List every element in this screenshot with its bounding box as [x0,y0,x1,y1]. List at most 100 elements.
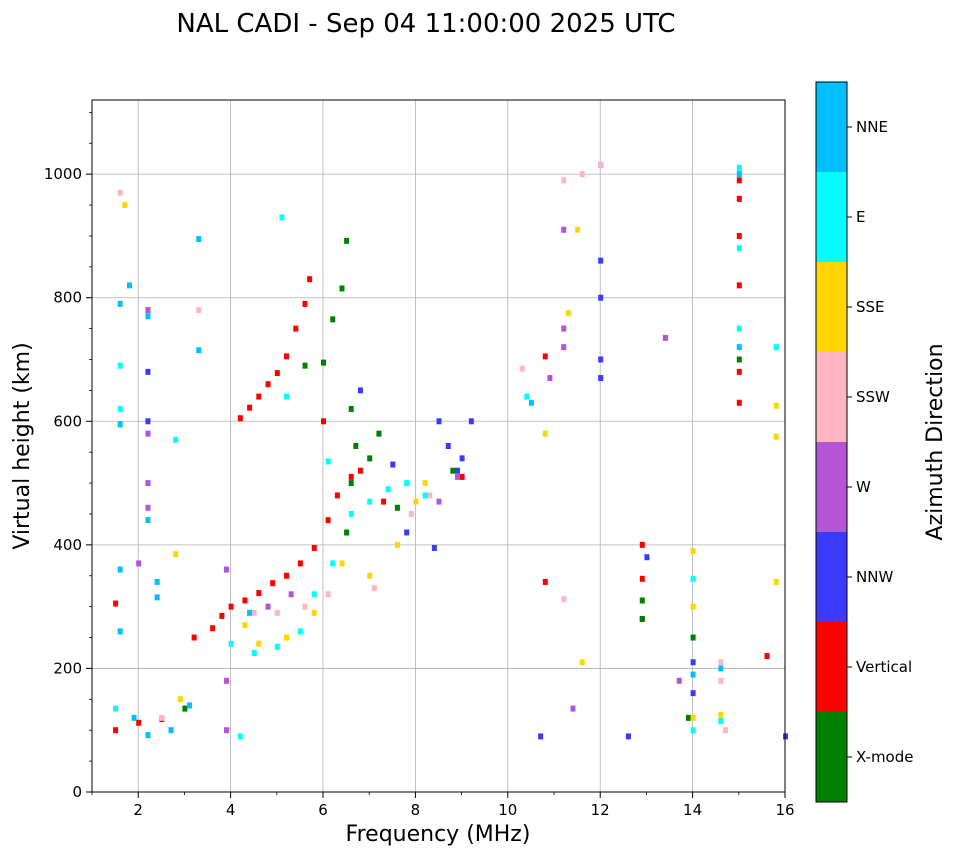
echo-point-nnw [357,387,363,394]
grid-lines [92,100,786,793]
echo-point-sse [256,640,262,647]
colorbar-swatch-sse [816,262,847,352]
echo-point-nne [131,714,137,721]
echo-point-vertical [191,634,197,641]
echo-point-e [773,344,779,351]
echo-point-e [173,436,179,443]
colorbar-swatch-nnw [816,532,847,622]
x-tick-label: 16 [775,801,794,819]
colorbar-swatch-e [816,172,847,262]
echo-point-x-mode [339,285,345,292]
echo-point-e [524,393,530,400]
x-tick-label: 12 [591,801,610,819]
echo-point-w [561,344,567,351]
echo-point-sse [242,622,248,629]
echo-point-vertical [321,418,326,425]
echo-point-vertical [256,590,262,597]
echo-point-vertical [736,368,742,375]
echo-point-nne [154,578,160,585]
echo-point-w [145,504,151,511]
echo-point-nnw [598,294,604,301]
echo-point-w [570,705,576,712]
echo-point-vertical [242,597,248,604]
echo-point-sse [565,310,571,317]
colorbar-tick-label: W [856,478,871,496]
echo-point-ssw [117,189,123,196]
echo-point-x-mode [736,356,742,363]
echo-point-w [145,480,151,487]
echo-point-vertical [270,580,276,587]
echo-point-sse [394,541,400,548]
x-tick-label: 4 [226,801,236,819]
echo-point-sse [339,560,345,567]
echo-point-w [288,591,294,598]
echo-point-sse [718,711,724,718]
echo-point-e [284,393,290,400]
echo-point-e [367,498,373,505]
echo-point-x-mode [330,316,336,323]
colorbar-frame [815,81,848,803]
x-tick-label: 8 [411,801,421,819]
echo-point-nnw [459,455,465,462]
echo-point-x-mode [639,616,645,622]
echo-point-ssw [598,161,604,168]
echo-point-x-mode [690,634,696,641]
echo-point-nne [145,732,151,739]
echo-point-sse [773,402,779,409]
echo-point-sse [579,659,585,666]
echo-point-sse [542,430,548,437]
echo-point-ssw [579,171,585,178]
echo-point-nne [187,702,193,709]
echo-point-nnw [598,356,604,363]
y-tick-label: 0 [72,783,82,801]
echo-point-nne [718,665,724,672]
x-tick-label: 6 [318,801,328,819]
echo-point-nnw [538,733,544,740]
echo-point-ssw [718,677,724,684]
echo-point-nnw [145,368,151,375]
colorbar-tick-label: NNW [856,568,893,586]
echo-point-sse [575,226,581,233]
echo-point-e [718,717,724,724]
echo-point-nne [690,671,696,678]
echo-point-ssw [274,609,280,616]
echo-point-w [136,560,142,567]
echo-point-sse [690,548,696,555]
echo-point-e [274,643,280,650]
echo-point-nnw [598,257,604,264]
echo-point-vertical [325,517,331,524]
echo-point-nne [126,282,132,289]
echo-point-ssw [251,609,257,616]
echo-point-w [223,566,229,573]
echo-point-nnw [625,733,631,740]
echo-point-nnw [644,554,650,561]
colorbar-tick-label: Vertical [856,658,912,676]
chart-title: NAL CADI - Sep 04 11:00:00 2025 UTC [176,9,675,39]
echo-point-vertical [736,282,742,289]
echo-point-nne [117,628,123,635]
echo-point-nnw [468,418,474,425]
echo-point-nnw [145,418,151,425]
echo-point-e [385,486,391,493]
echo-point-sse [413,498,419,505]
colorbar-tick-label: SSW [856,388,890,406]
echo-point-vertical [256,393,262,400]
echo-point-nnw [431,544,437,551]
echo-point-vertical [302,300,308,307]
echo-point-e [311,591,317,598]
echo-point-vertical [639,575,645,582]
echo-point-e [297,628,303,635]
echo-point-vertical [228,603,234,610]
echo-point-vertical [348,473,354,480]
echo-point-e [325,458,331,465]
echo-point-w [265,603,271,610]
echo-point-sse [284,634,290,641]
y-tick-label: 400 [53,536,82,554]
colorbar-label: Azimuth Direction [923,343,948,540]
echo-point-e [251,649,257,656]
echo-point-nne [117,421,123,428]
echo-point-nne [736,344,742,351]
echo-point-vertical [265,381,271,388]
echo-point-e [404,480,410,487]
echo-point-sse [173,551,179,558]
